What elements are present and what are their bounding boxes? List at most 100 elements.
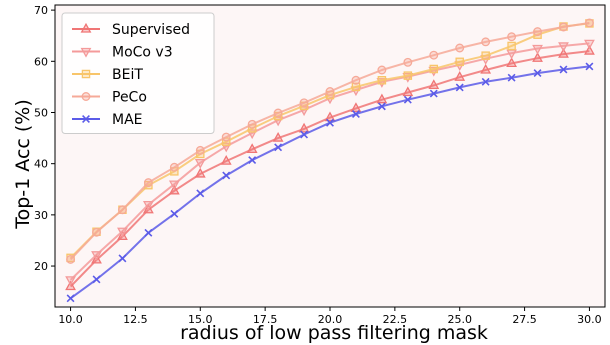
legend-marker	[82, 115, 90, 123]
x-tick-label: 17.5	[253, 313, 278, 326]
data-point	[220, 154, 232, 165]
series-line	[69, 50, 590, 288]
data-point	[559, 65, 568, 74]
data-point	[584, 18, 594, 28]
series-peco	[66, 18, 594, 264]
data-point	[66, 294, 75, 303]
data-point	[532, 44, 543, 55]
y-tick-label: 30	[34, 209, 48, 222]
data-point	[169, 162, 179, 172]
data-point	[195, 145, 205, 155]
data-point	[377, 102, 386, 111]
y-tick-label: 60	[34, 55, 48, 68]
data-point	[299, 98, 309, 108]
data-point	[91, 251, 102, 261]
data-point	[168, 180, 180, 191]
data-point	[507, 41, 516, 51]
legend-item: BEiT	[72, 67, 143, 83]
legend-marker	[80, 22, 92, 33]
data-point	[117, 227, 128, 238]
data-point	[507, 73, 516, 82]
data-point	[118, 205, 127, 215]
data-point	[324, 111, 336, 122]
data-point	[300, 130, 309, 139]
data-point	[481, 37, 491, 47]
x-tick-label: 22.5	[383, 313, 408, 326]
data-point	[351, 75, 361, 85]
data-point	[143, 178, 153, 188]
data-point	[221, 132, 231, 142]
data-point	[247, 119, 257, 129]
data-point	[455, 57, 464, 67]
data-point	[454, 71, 466, 81]
y-tick-label: 40	[34, 158, 48, 171]
x-tick-label: 15.0	[188, 313, 213, 326]
data-point	[196, 189, 205, 198]
data-point	[273, 108, 283, 118]
data-point	[403, 57, 413, 67]
legend-label: Supervised	[112, 22, 190, 38]
series-line	[69, 21, 590, 261]
plot-area-frame	[54, 4, 606, 308]
data-point	[92, 275, 101, 284]
data-point	[194, 159, 206, 169]
legend-marker	[81, 69, 91, 79]
data-point	[118, 254, 127, 263]
legend-box	[61, 12, 215, 134]
x-tick-label: 27.5	[512, 313, 537, 326]
data-point	[533, 69, 542, 78]
data-point	[194, 167, 206, 178]
data-point	[66, 254, 76, 264]
data-point	[480, 63, 492, 74]
data-point	[170, 209, 179, 218]
data-point	[455, 43, 465, 53]
data-point	[533, 27, 542, 37]
legend-label: MAE	[112, 112, 143, 128]
x-tick-label: 25.0	[447, 313, 472, 326]
x-tick-label: 10.0	[58, 313, 83, 326]
data-point	[428, 79, 440, 90]
data-point	[142, 200, 154, 211]
data-point	[559, 22, 568, 32]
y-tick-label: 50	[34, 106, 48, 119]
data-point	[507, 32, 517, 42]
data-point	[222, 171, 231, 180]
legend-label: BEiT	[112, 67, 143, 83]
data-point	[584, 39, 595, 50]
data-point	[65, 276, 76, 287]
data-point	[325, 87, 335, 96]
data-point	[92, 227, 101, 237]
data-point	[585, 62, 594, 71]
x-axis-title: radius of low pass filtering mask	[180, 322, 488, 344]
series-supervised	[65, 44, 595, 291]
legend-marker	[81, 92, 91, 101]
data-point	[532, 52, 543, 62]
data-point	[558, 42, 569, 53]
data-point	[274, 143, 283, 152]
legend: Supervised MoCo v3 BEiT PeCo MAE	[61, 12, 215, 134]
y-tick-label: 70	[34, 4, 48, 17]
data-point	[377, 65, 387, 75]
data-point	[246, 143, 258, 153]
legend-label: MoCo v3	[112, 45, 173, 61]
data-point	[403, 95, 412, 104]
series-layer	[65, 18, 595, 303]
data-point	[326, 118, 334, 127]
data-point	[377, 75, 387, 85]
data-point	[506, 57, 518, 68]
data-point	[351, 82, 361, 92]
data-point	[248, 156, 257, 165]
data-point	[298, 122, 310, 133]
data-point	[403, 71, 413, 80]
x-tick-label: 30.0	[577, 313, 602, 326]
x-tick-label: 20.0	[318, 313, 343, 326]
y-tick-label: 20	[34, 260, 48, 273]
series-mae	[66, 62, 594, 303]
legend-item: PeCo	[72, 90, 147, 106]
legend-item: MoCo v3	[72, 45, 173, 61]
data-point	[429, 50, 439, 60]
data-point	[584, 44, 595, 55]
data-point	[144, 228, 153, 237]
data-point	[429, 64, 439, 74]
data-point	[558, 47, 569, 58]
